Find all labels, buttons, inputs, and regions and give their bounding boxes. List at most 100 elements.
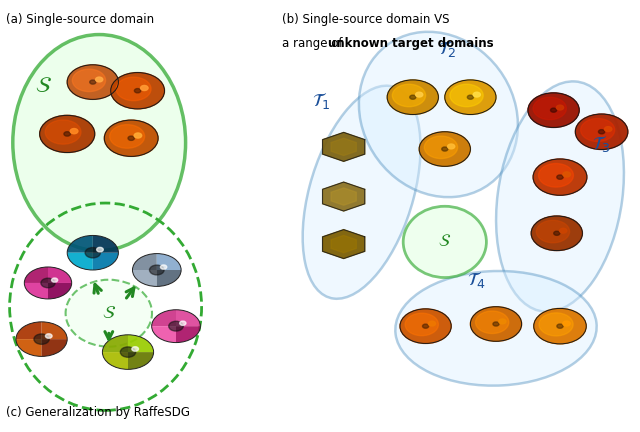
Wedge shape bbox=[42, 322, 67, 339]
Wedge shape bbox=[128, 335, 154, 352]
Circle shape bbox=[536, 220, 570, 243]
Circle shape bbox=[533, 97, 566, 120]
Circle shape bbox=[605, 127, 612, 132]
Wedge shape bbox=[93, 235, 118, 253]
Wedge shape bbox=[24, 283, 48, 299]
Circle shape bbox=[556, 105, 564, 110]
Polygon shape bbox=[323, 182, 365, 211]
Circle shape bbox=[534, 308, 586, 344]
Wedge shape bbox=[67, 253, 93, 270]
Text: $\mathcal{S}$: $\mathcal{S}$ bbox=[438, 233, 451, 251]
Wedge shape bbox=[48, 267, 72, 283]
Circle shape bbox=[499, 319, 506, 324]
Circle shape bbox=[538, 164, 573, 187]
Text: $\mathcal{T}_3$: $\mathcal{T}_3$ bbox=[592, 134, 611, 154]
Circle shape bbox=[97, 248, 103, 252]
Circle shape bbox=[473, 92, 481, 97]
Circle shape bbox=[104, 120, 158, 156]
Circle shape bbox=[539, 313, 573, 336]
Circle shape bbox=[90, 80, 96, 84]
Polygon shape bbox=[323, 230, 365, 258]
Circle shape bbox=[141, 86, 148, 91]
Ellipse shape bbox=[13, 35, 186, 251]
Circle shape bbox=[72, 69, 106, 92]
Circle shape bbox=[428, 321, 436, 326]
Text: $\mathcal{S}$: $\mathcal{S}$ bbox=[35, 76, 52, 97]
Circle shape bbox=[550, 108, 557, 112]
Circle shape bbox=[410, 95, 416, 99]
Circle shape bbox=[134, 133, 141, 138]
Circle shape bbox=[563, 321, 570, 326]
Polygon shape bbox=[331, 235, 356, 253]
Wedge shape bbox=[132, 254, 157, 270]
Circle shape bbox=[109, 124, 145, 148]
Wedge shape bbox=[157, 270, 181, 286]
Circle shape bbox=[419, 132, 470, 166]
Text: a range of: a range of bbox=[282, 37, 346, 50]
Circle shape bbox=[533, 159, 587, 195]
Text: $\mathcal{S}$: $\mathcal{S}$ bbox=[102, 304, 116, 322]
Circle shape bbox=[120, 347, 136, 357]
Circle shape bbox=[111, 73, 164, 109]
Wedge shape bbox=[152, 326, 176, 343]
Circle shape bbox=[161, 265, 167, 269]
Wedge shape bbox=[16, 339, 42, 356]
Text: $\mathcal{T}_2$: $\mathcal{T}_2$ bbox=[438, 39, 456, 59]
Circle shape bbox=[387, 80, 438, 114]
Text: (a) Single-source domain: (a) Single-source domain bbox=[6, 13, 154, 26]
Circle shape bbox=[557, 324, 563, 328]
Wedge shape bbox=[93, 253, 118, 270]
Circle shape bbox=[41, 278, 55, 288]
Circle shape bbox=[559, 228, 567, 233]
Circle shape bbox=[598, 130, 605, 134]
Circle shape bbox=[40, 115, 95, 152]
Ellipse shape bbox=[359, 32, 518, 197]
Text: $\mathcal{T}_1$: $\mathcal{T}_1$ bbox=[312, 91, 330, 111]
Circle shape bbox=[52, 278, 58, 282]
Wedge shape bbox=[176, 326, 200, 343]
Circle shape bbox=[447, 144, 455, 149]
Circle shape bbox=[180, 321, 186, 325]
Circle shape bbox=[575, 114, 628, 149]
Circle shape bbox=[422, 324, 429, 328]
Circle shape bbox=[493, 322, 499, 326]
Circle shape bbox=[450, 84, 483, 107]
Circle shape bbox=[95, 77, 103, 82]
Polygon shape bbox=[331, 138, 356, 156]
Wedge shape bbox=[24, 267, 48, 283]
Wedge shape bbox=[157, 254, 181, 270]
Text: (b) Single-source domain VS: (b) Single-source domain VS bbox=[282, 13, 449, 26]
Circle shape bbox=[134, 89, 141, 93]
Wedge shape bbox=[132, 270, 157, 286]
Circle shape bbox=[554, 231, 560, 235]
Circle shape bbox=[45, 120, 81, 144]
Circle shape bbox=[470, 307, 522, 341]
Wedge shape bbox=[152, 310, 176, 326]
Circle shape bbox=[528, 93, 579, 127]
Circle shape bbox=[64, 132, 70, 136]
Circle shape bbox=[557, 175, 563, 179]
Circle shape bbox=[132, 347, 138, 351]
Circle shape bbox=[150, 265, 164, 275]
Wedge shape bbox=[128, 352, 154, 369]
Text: $\mathcal{T}_4$: $\mathcal{T}_4$ bbox=[467, 270, 486, 290]
Circle shape bbox=[415, 92, 423, 97]
Polygon shape bbox=[331, 188, 356, 205]
Wedge shape bbox=[176, 310, 200, 326]
Circle shape bbox=[400, 309, 451, 343]
Circle shape bbox=[34, 334, 49, 344]
Ellipse shape bbox=[303, 86, 420, 299]
Wedge shape bbox=[42, 339, 67, 356]
Circle shape bbox=[45, 334, 52, 338]
Circle shape bbox=[531, 216, 582, 251]
Polygon shape bbox=[323, 133, 365, 161]
Circle shape bbox=[424, 136, 458, 159]
Wedge shape bbox=[48, 283, 72, 299]
Text: unknown target domains: unknown target domains bbox=[328, 37, 494, 50]
Ellipse shape bbox=[496, 81, 624, 312]
Circle shape bbox=[169, 321, 183, 331]
Wedge shape bbox=[102, 352, 128, 369]
Circle shape bbox=[392, 84, 426, 107]
Wedge shape bbox=[67, 235, 93, 253]
Circle shape bbox=[116, 77, 151, 101]
